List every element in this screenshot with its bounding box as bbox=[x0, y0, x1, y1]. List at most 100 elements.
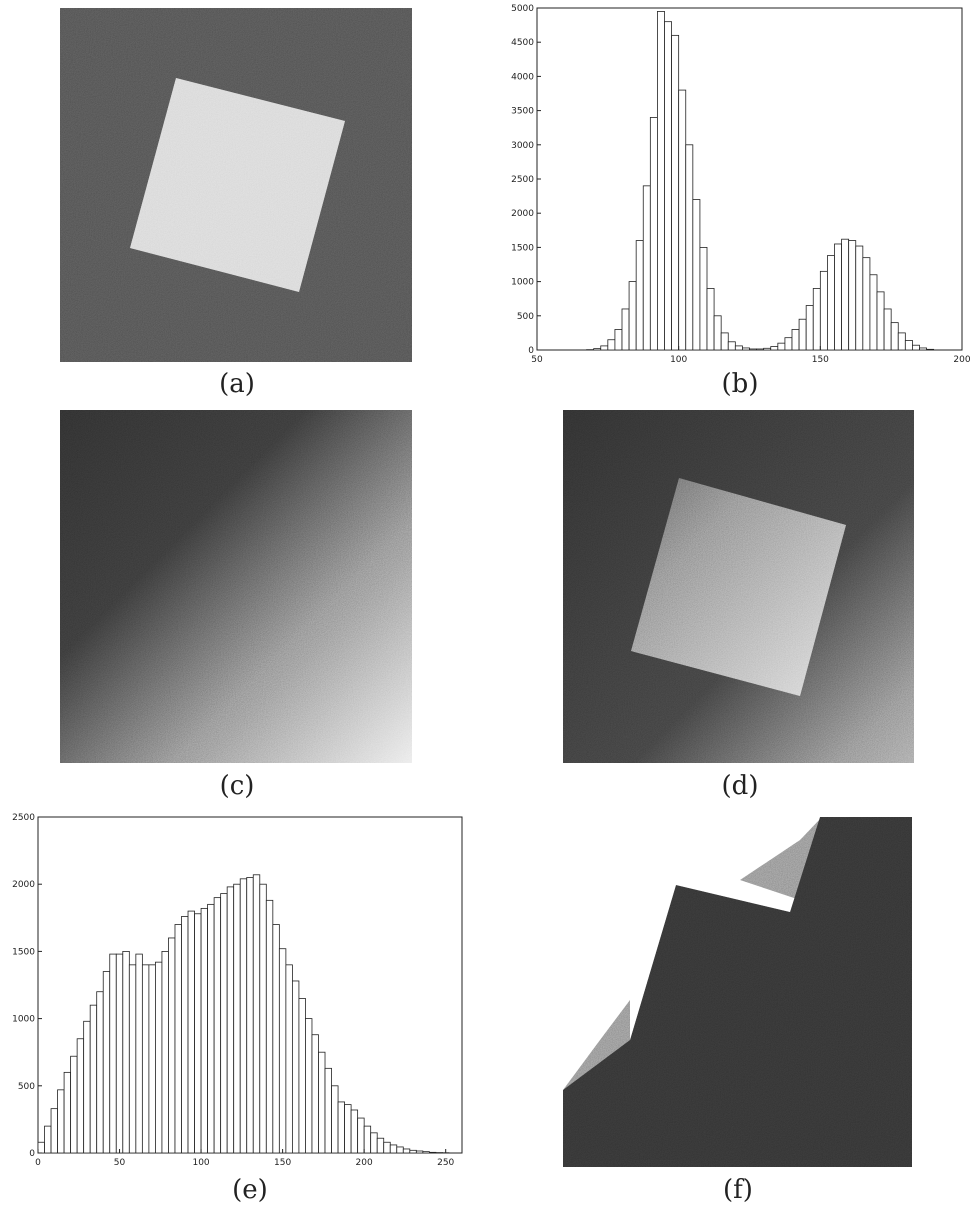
bar bbox=[636, 241, 643, 350]
bar bbox=[629, 282, 636, 350]
bar bbox=[292, 981, 299, 1153]
bar bbox=[168, 938, 175, 1153]
y-tick-label: 4000 bbox=[511, 72, 534, 82]
bar bbox=[735, 346, 742, 350]
y-tick-label: 500 bbox=[18, 1082, 35, 1092]
bar bbox=[693, 200, 700, 350]
y-tick-label: 4500 bbox=[511, 38, 534, 48]
bar bbox=[279, 949, 286, 1153]
bar bbox=[247, 877, 254, 1153]
bar bbox=[912, 345, 919, 350]
bar bbox=[742, 348, 749, 350]
bar bbox=[757, 349, 764, 350]
bar bbox=[45, 1126, 52, 1153]
y-tick-label: 1500 bbox=[511, 243, 534, 253]
bar bbox=[273, 925, 280, 1153]
bar bbox=[927, 349, 934, 350]
bar bbox=[920, 348, 927, 350]
bar bbox=[849, 241, 856, 350]
bar bbox=[622, 309, 629, 350]
bar bbox=[863, 258, 870, 350]
bar bbox=[208, 904, 215, 1153]
bar bbox=[227, 887, 234, 1153]
bar bbox=[136, 954, 143, 1153]
bar bbox=[410, 1150, 417, 1153]
bar bbox=[175, 925, 182, 1153]
bar bbox=[142, 965, 149, 1153]
x-tick-label: 250 bbox=[437, 1158, 454, 1168]
bar bbox=[305, 1019, 312, 1153]
image-d bbox=[563, 410, 914, 763]
bar bbox=[332, 1086, 339, 1153]
y-tick-label: 1500 bbox=[12, 947, 35, 957]
bar bbox=[714, 316, 721, 350]
bar bbox=[253, 875, 260, 1153]
bar bbox=[423, 1152, 430, 1153]
caption: (f) bbox=[723, 1175, 753, 1205]
bar bbox=[38, 1142, 45, 1153]
bar bbox=[149, 965, 156, 1153]
bar bbox=[51, 1109, 58, 1153]
bar bbox=[870, 275, 877, 350]
bar bbox=[856, 246, 863, 350]
bar bbox=[299, 998, 306, 1153]
bar bbox=[338, 1102, 345, 1153]
x-tick-label: 50 bbox=[531, 355, 543, 365]
bar bbox=[679, 90, 686, 350]
image-c bbox=[60, 410, 412, 763]
x-tick-label: 200 bbox=[953, 355, 970, 365]
x-tick-label: 0 bbox=[35, 1158, 41, 1168]
y-tick-label: 500 bbox=[517, 312, 534, 322]
bar bbox=[806, 306, 813, 350]
y-tick-label: 2500 bbox=[511, 175, 534, 185]
bar bbox=[325, 1068, 332, 1153]
bar bbox=[665, 22, 672, 350]
bar bbox=[351, 1110, 358, 1153]
caption: (d) bbox=[722, 771, 759, 801]
caption: (c) bbox=[220, 771, 255, 801]
bar bbox=[799, 319, 806, 350]
bar bbox=[64, 1072, 71, 1153]
bar bbox=[240, 879, 247, 1153]
bar bbox=[891, 323, 898, 350]
bar bbox=[820, 271, 827, 350]
bar bbox=[377, 1138, 384, 1153]
bar bbox=[884, 309, 891, 350]
bar bbox=[721, 333, 728, 350]
bar bbox=[650, 117, 657, 350]
bar bbox=[103, 972, 110, 1153]
caption: (a) bbox=[219, 369, 255, 399]
bar bbox=[877, 292, 884, 350]
y-tick-label: 2500 bbox=[12, 813, 35, 823]
bar bbox=[182, 916, 189, 1153]
bar bbox=[195, 914, 202, 1153]
bar bbox=[345, 1105, 352, 1153]
bar bbox=[155, 962, 162, 1153]
bar bbox=[750, 349, 757, 350]
bar bbox=[312, 1035, 319, 1153]
y-tick-label: 1000 bbox=[12, 1015, 35, 1025]
figure: (a) (b) (c) (d) (e) (f) 0500100015002000… bbox=[0, 0, 974, 1206]
bar bbox=[188, 911, 195, 1153]
bar bbox=[608, 340, 615, 350]
bar bbox=[643, 186, 650, 350]
bar bbox=[397, 1147, 404, 1153]
x-tick-label: 100 bbox=[192, 1158, 209, 1168]
bar bbox=[71, 1056, 78, 1153]
bar bbox=[707, 288, 714, 350]
x-tick-label: 150 bbox=[812, 355, 829, 365]
bar bbox=[764, 348, 771, 350]
bar bbox=[813, 288, 820, 350]
bar bbox=[390, 1145, 397, 1153]
y-tick-label: 1000 bbox=[511, 278, 534, 288]
bar bbox=[123, 951, 130, 1153]
bar bbox=[594, 349, 601, 350]
bar bbox=[827, 256, 834, 350]
x-tick-label: 200 bbox=[356, 1158, 373, 1168]
bar bbox=[221, 894, 228, 1153]
bar bbox=[358, 1118, 365, 1153]
bar bbox=[77, 1039, 84, 1153]
bar bbox=[84, 1021, 91, 1153]
bar bbox=[371, 1133, 378, 1153]
bar bbox=[778, 343, 785, 350]
